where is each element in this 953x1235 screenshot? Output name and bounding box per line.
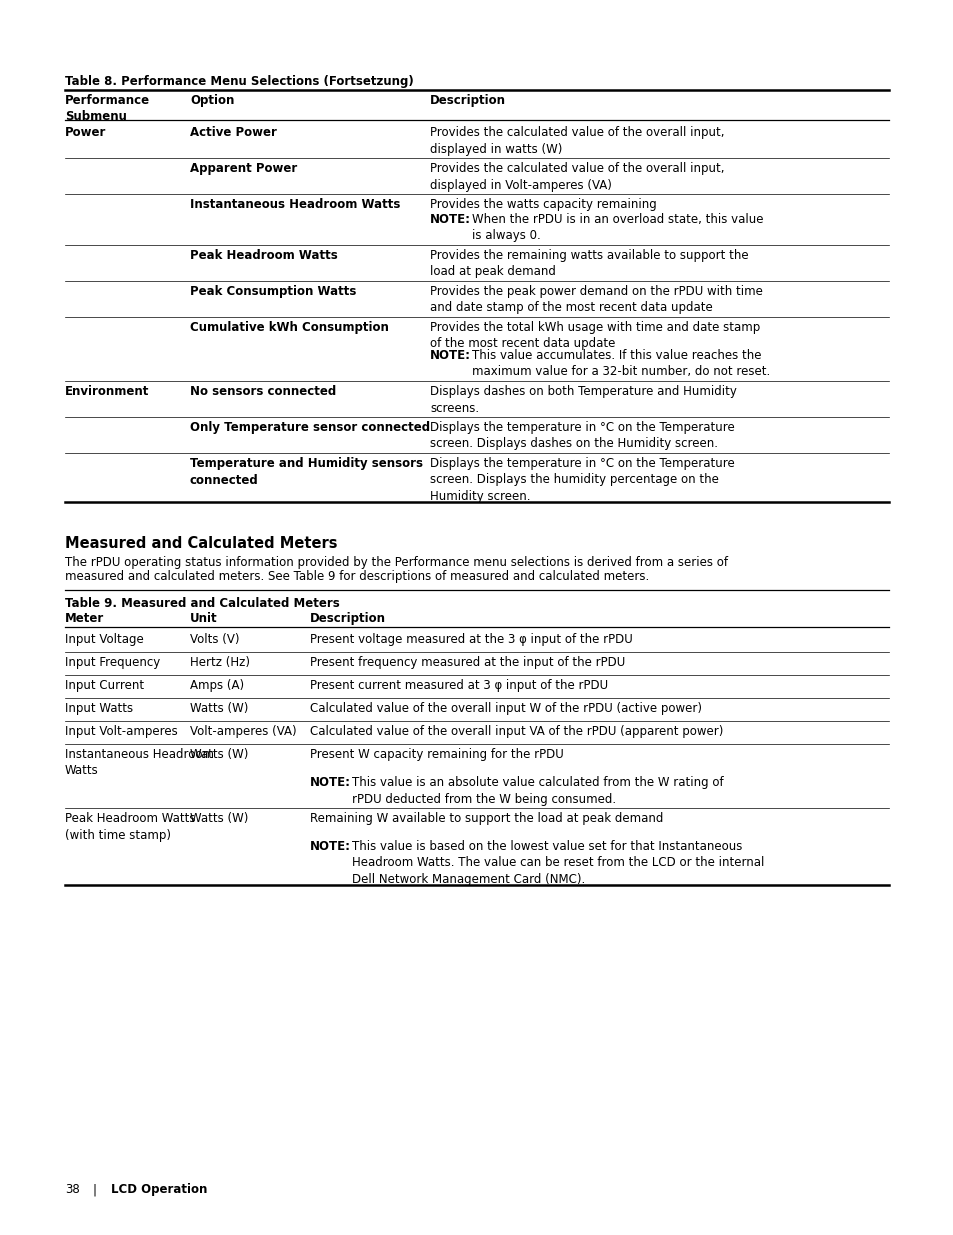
Text: Hertz (Hz): Hertz (Hz) xyxy=(190,656,250,669)
Text: This value is based on the lowest value set for that Instantaneous
Headroom Watt: This value is based on the lowest value … xyxy=(352,840,763,885)
Text: Apparent Power: Apparent Power xyxy=(190,162,297,175)
Text: Input Volt-amperes: Input Volt-amperes xyxy=(65,725,177,739)
Text: NOTE:: NOTE: xyxy=(310,840,351,853)
Text: Provides the watts capacity remaining: Provides the watts capacity remaining xyxy=(430,198,656,211)
Text: Description: Description xyxy=(310,613,386,625)
Text: Unit: Unit xyxy=(190,613,217,625)
Text: Input Voltage: Input Voltage xyxy=(65,634,144,646)
Text: Peak Consumption Watts: Peak Consumption Watts xyxy=(190,285,356,298)
Text: Provides the calculated value of the overall input,
displayed in Volt-amperes (V: Provides the calculated value of the ove… xyxy=(430,162,723,191)
Text: Volts (V): Volts (V) xyxy=(190,634,239,646)
Text: Provides the remaining watts available to support the
load at peak demand: Provides the remaining watts available t… xyxy=(430,249,748,279)
Text: NOTE:: NOTE: xyxy=(310,776,351,789)
Text: Present W capacity remaining for the rPDU: Present W capacity remaining for the rPD… xyxy=(310,748,563,761)
Text: Input Frequency: Input Frequency xyxy=(65,656,160,669)
Text: Present current measured at 3 φ input of the rPDU: Present current measured at 3 φ input of… xyxy=(310,679,607,692)
Text: NOTE:: NOTE: xyxy=(430,350,471,362)
Text: |: | xyxy=(92,1183,97,1195)
Text: Table 9. Measured and Calculated Meters: Table 9. Measured and Calculated Meters xyxy=(65,597,339,610)
Text: This value is an absolute value calculated from the W rating of
rPDU deducted fr: This value is an absolute value calculat… xyxy=(352,776,723,805)
Text: Amps (A): Amps (A) xyxy=(190,679,244,692)
Text: Performance
Submenu: Performance Submenu xyxy=(65,94,150,124)
Text: Input Current: Input Current xyxy=(65,679,144,692)
Text: Meter: Meter xyxy=(65,613,104,625)
Text: 38: 38 xyxy=(65,1183,80,1195)
Text: The rPDU operating status information provided by the Performance menu selection: The rPDU operating status information pr… xyxy=(65,556,727,569)
Text: Calculated value of the overall input VA of the rPDU (apparent power): Calculated value of the overall input VA… xyxy=(310,725,722,739)
Text: Instantaneous Headroom
Watts: Instantaneous Headroom Watts xyxy=(65,748,213,778)
Text: Calculated value of the overall input W of the rPDU (active power): Calculated value of the overall input W … xyxy=(310,701,701,715)
Text: NOTE:: NOTE: xyxy=(430,212,471,226)
Text: When the rPDU is in an overload state, this value
is always 0.: When the rPDU is in an overload state, t… xyxy=(472,212,762,242)
Text: LCD Operation: LCD Operation xyxy=(111,1183,207,1195)
Text: Watts (W): Watts (W) xyxy=(190,701,248,715)
Text: Instantaneous Headroom Watts: Instantaneous Headroom Watts xyxy=(190,198,400,211)
Text: Measured and Calculated Meters: Measured and Calculated Meters xyxy=(65,536,337,551)
Text: Provides the total kWh usage with time and date stamp
of the most recent data up: Provides the total kWh usage with time a… xyxy=(430,321,760,351)
Text: No sensors connected: No sensors connected xyxy=(190,385,335,398)
Text: Power: Power xyxy=(65,126,107,140)
Text: Present voltage measured at the 3 φ input of the rPDU: Present voltage measured at the 3 φ inpu… xyxy=(310,634,632,646)
Text: Peak Headroom Watts: Peak Headroom Watts xyxy=(190,249,337,262)
Text: This value accumulates. If this value reaches the
maximum value for a 32-bit num: This value accumulates. If this value re… xyxy=(472,350,769,378)
Text: Volt-amperes (VA): Volt-amperes (VA) xyxy=(190,725,296,739)
Text: Remaining W available to support the load at peak demand: Remaining W available to support the loa… xyxy=(310,811,662,825)
Text: Only Temperature sensor connected: Only Temperature sensor connected xyxy=(190,421,430,433)
Text: Option: Option xyxy=(190,94,234,107)
Text: Input Watts: Input Watts xyxy=(65,701,133,715)
Text: Cumulative kWh Consumption: Cumulative kWh Consumption xyxy=(190,321,389,333)
Text: Watts (W): Watts (W) xyxy=(190,748,248,761)
Text: measured and calculated meters. See Table 9 for descriptions of measured and cal: measured and calculated meters. See Tabl… xyxy=(65,571,649,583)
Text: Description: Description xyxy=(430,94,505,107)
Text: Displays the temperature in °C on the Temperature
screen. Displays the humidity : Displays the temperature in °C on the Te… xyxy=(430,457,734,503)
Text: Active Power: Active Power xyxy=(190,126,276,140)
Text: Watts (W): Watts (W) xyxy=(190,811,248,825)
Text: Peak Headroom Watts
(with time stamp): Peak Headroom Watts (with time stamp) xyxy=(65,811,195,841)
Text: Table 8. Performance Menu Selections (Fortsetzung): Table 8. Performance Menu Selections (Fo… xyxy=(65,75,414,88)
Text: Provides the calculated value of the overall input,
displayed in watts (W): Provides the calculated value of the ove… xyxy=(430,126,723,156)
Text: Provides the peak power demand on the rPDU with time
and date stamp of the most : Provides the peak power demand on the rP… xyxy=(430,285,762,315)
Text: Environment: Environment xyxy=(65,385,150,398)
Text: Present frequency measured at the input of the rPDU: Present frequency measured at the input … xyxy=(310,656,624,669)
Text: Temperature and Humidity sensors
connected: Temperature and Humidity sensors connect… xyxy=(190,457,422,487)
Text: Displays dashes on both Temperature and Humidity
screens.: Displays dashes on both Temperature and … xyxy=(430,385,736,415)
Text: Displays the temperature in °C on the Temperature
screen. Displays dashes on the: Displays the temperature in °C on the Te… xyxy=(430,421,734,451)
